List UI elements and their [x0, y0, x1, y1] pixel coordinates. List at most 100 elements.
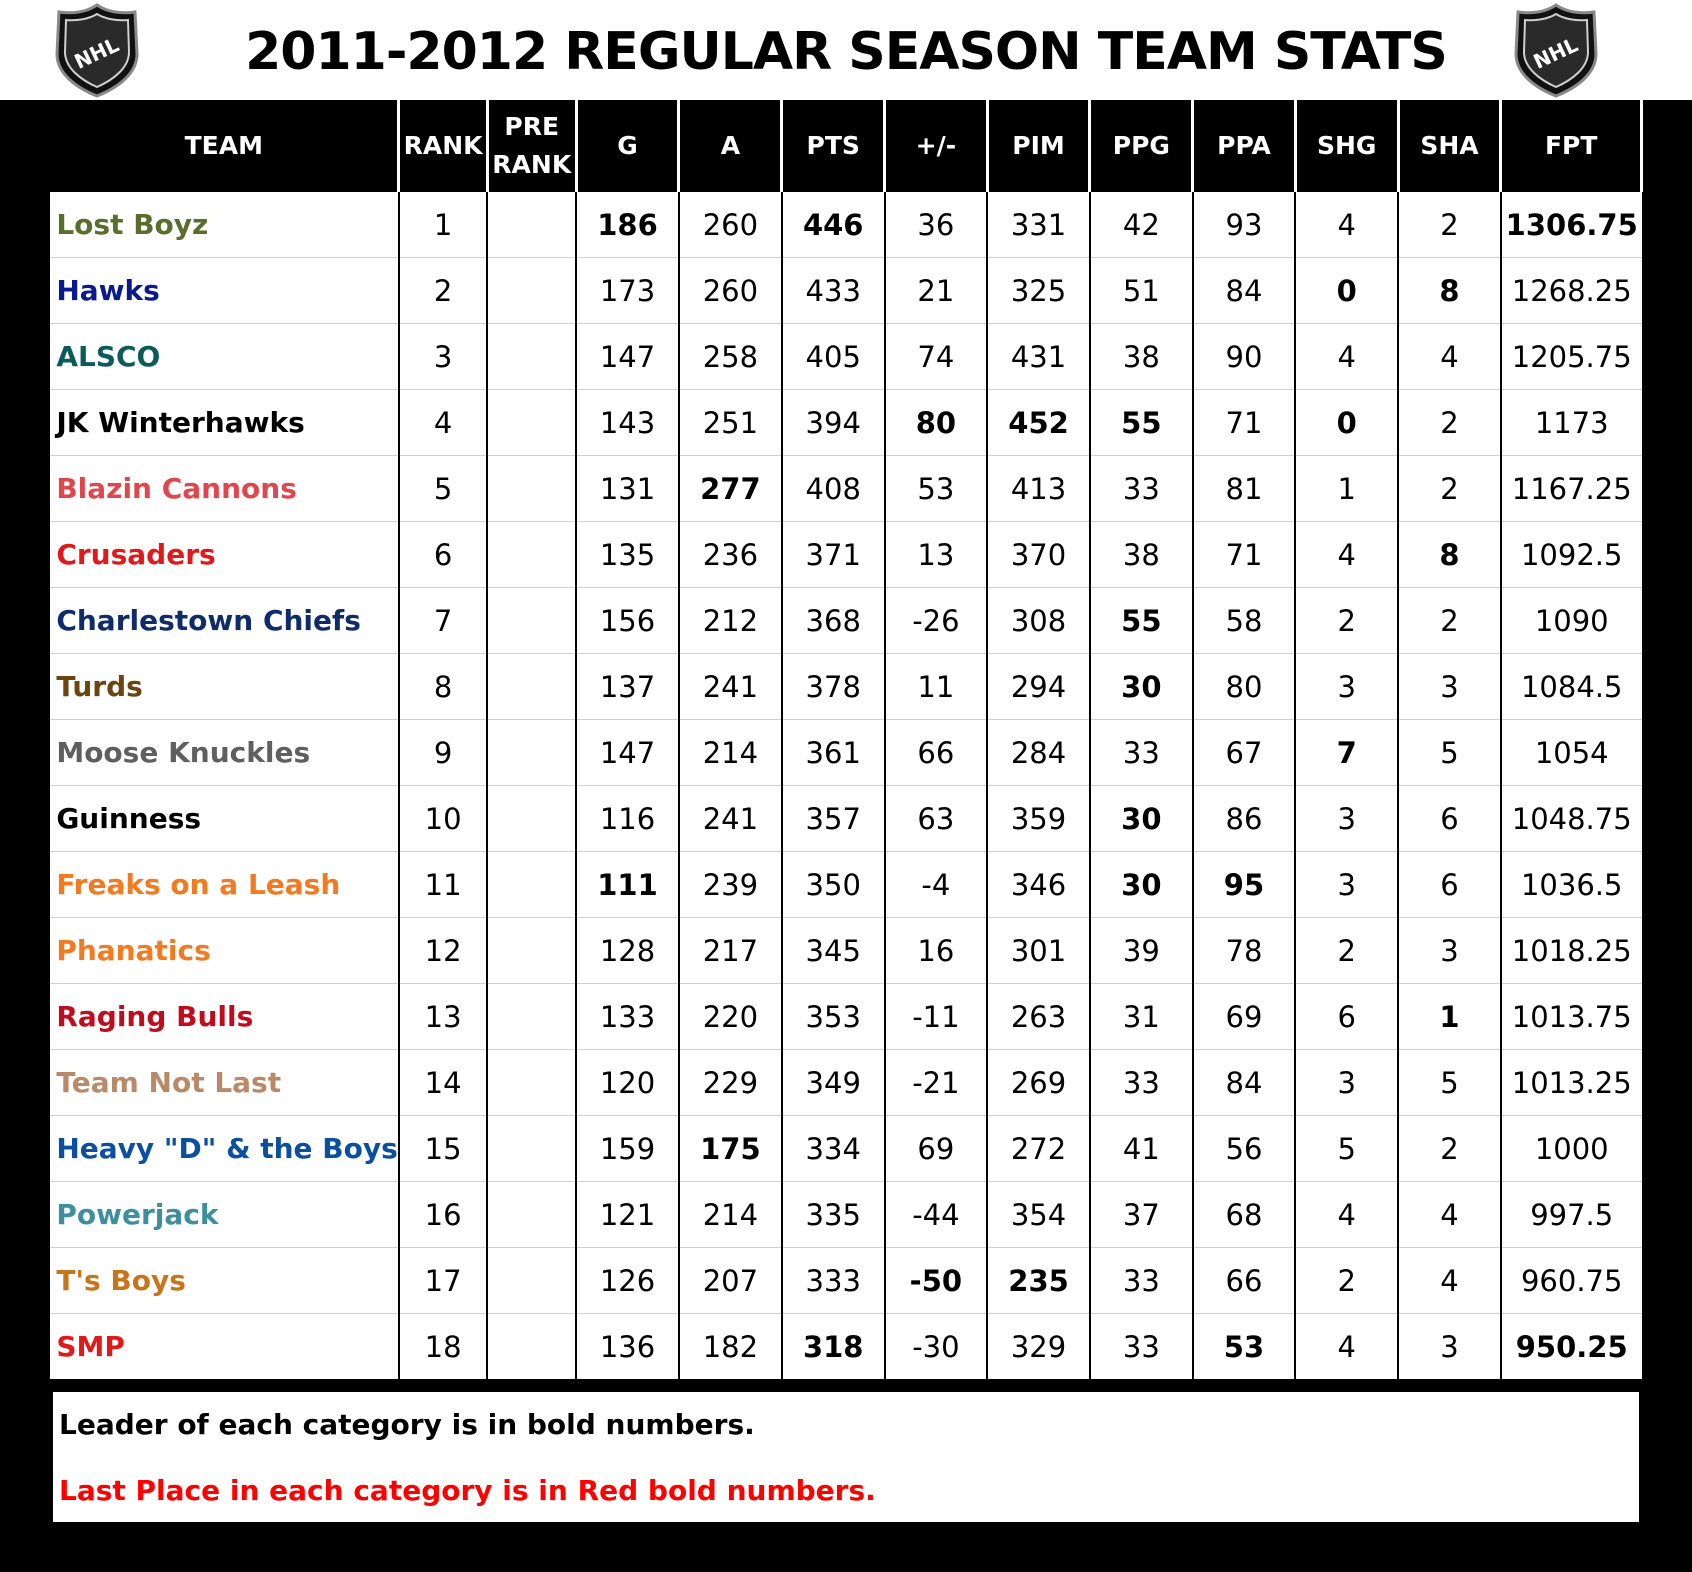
- row-edge: [1641, 785, 1692, 852]
- table-row[interactable]: Raging Bulls 13 133 220 353 -11 263 31 69 6 1 1013.…: [0, 983, 1692, 1050]
- table-row[interactable]: Heavy "D" & the Boys 15 159 175 334 69 272 41 56…: [0, 1115, 1692, 1182]
- plus-minus-cell: -50: [884, 1247, 989, 1314]
- rank-cell: 7: [398, 587, 489, 654]
- row-edge: [0, 917, 51, 984]
- table-row[interactable]: Hawks 2 173 260 433 21 325 51 84 0 8 1268.25: [0, 257, 1692, 324]
- shg-cell: 3: [1295, 851, 1400, 918]
- ppa-cell: 53: [1192, 1313, 1297, 1379]
- row-edge: [1641, 983, 1692, 1050]
- goals-cell: 137: [576, 653, 680, 720]
- table-row[interactable]: Team Not Last 14 120 229 349 -21 269 33 84 3 5 1013…: [0, 1049, 1692, 1116]
- pim-cell: 308: [987, 587, 1091, 654]
- column-header-pts[interactable]: PTS: [781, 100, 887, 192]
- note-last-place: Last Place in each category is in Red bo…: [59, 1474, 876, 1507]
- fpt-cell: 1167.25: [1500, 455, 1642, 522]
- table-row[interactable]: Lost Boyz 1 186 260 446 36 331 42 93 4 2 1306.75: [0, 192, 1692, 258]
- ppa-cell: 81: [1192, 455, 1297, 522]
- sha-cell: 8: [1398, 257, 1502, 324]
- plus-minus-cell: 11: [884, 653, 989, 720]
- table-row[interactable]: Moose Knuckles 9 147 214 361 66 284 33 67 7 5 1054: [0, 719, 1692, 786]
- pre-rank-cell: [487, 323, 578, 390]
- shg-cell: 4: [1295, 192, 1400, 258]
- pre-rank-cell: [487, 719, 578, 786]
- pim-cell: 331: [987, 192, 1091, 258]
- table-row[interactable]: Turds 8 137 241 378 11 294 30 80 3 3 1084.5: [0, 653, 1692, 720]
- plus-minus-cell: -11: [884, 983, 989, 1050]
- sha-cell: 2: [1398, 1115, 1502, 1182]
- shg-cell: 0: [1295, 257, 1400, 324]
- shg-cell: 2: [1295, 1247, 1400, 1314]
- row-edge: [0, 1247, 51, 1314]
- rank-cell: 17: [398, 1247, 489, 1314]
- goals-cell: 147: [576, 323, 680, 390]
- row-edge: [1641, 719, 1692, 786]
- team-name-cell: Blazin Cannons: [50, 455, 400, 522]
- row-edge: [0, 521, 51, 588]
- assists-cell: 214: [678, 719, 783, 786]
- assists-cell: 260: [678, 257, 783, 324]
- pre-rank-cell: [487, 1313, 578, 1379]
- column-header-ppa[interactable]: PPA: [1192, 100, 1297, 192]
- plus-minus-cell: 74: [884, 323, 989, 390]
- row-edge: [0, 1181, 51, 1248]
- shg-cell: 1: [1295, 455, 1400, 522]
- row-edge: [0, 719, 51, 786]
- table-row[interactable]: JK Winterhawks 4 143 251 394 80 452 55 71 0 2 1173: [0, 389, 1692, 456]
- column-header-fpt[interactable]: FPT: [1500, 100, 1644, 192]
- assists-cell: 258: [678, 323, 783, 390]
- points-cell: 333: [781, 1247, 886, 1314]
- table-row[interactable]: Crusaders 6 135 236 371 13 370 38 71 4 8 1092.5: [0, 521, 1692, 588]
- column-header-a[interactable]: A: [678, 100, 784, 192]
- column-header-team[interactable]: TEAM: [50, 100, 401, 192]
- fpt-cell: 1036.5: [1500, 851, 1642, 918]
- ppa-cell: 71: [1192, 389, 1297, 456]
- row-edge: [1641, 1313, 1692, 1379]
- team-name-cell: Turds: [50, 653, 400, 720]
- row-edge: [1641, 1247, 1692, 1314]
- table-row[interactable]: SMP 18 136 182 318 -30 329 33 53 4 3 950.25: [0, 1313, 1692, 1379]
- plus-minus-cell: -44: [884, 1181, 989, 1248]
- points-cell: 345: [781, 917, 886, 984]
- points-cell: 318: [781, 1313, 886, 1379]
- points-cell: 357: [781, 785, 886, 852]
- row-edge: [0, 389, 51, 456]
- fpt-cell: 1054: [1500, 719, 1642, 786]
- pre-rank-cell: [487, 1049, 578, 1116]
- sha-cell: 5: [1398, 1049, 1502, 1116]
- column-header-sha[interactable]: SHA: [1398, 100, 1503, 192]
- table-row[interactable]: Powerjack 16 121 214 335 -44 354 37 68 4 4 997.5: [0, 1181, 1692, 1248]
- legend-notes: Leader of each category is in bold numbe…: [53, 1392, 1639, 1522]
- pre-rank-cell: [487, 389, 578, 456]
- pre-rank-cell: [487, 851, 578, 918]
- shg-cell: 6: [1295, 983, 1400, 1050]
- row-edge: [0, 323, 51, 390]
- column-header-plus-minus[interactable]: +/-: [884, 100, 989, 192]
- ppa-cell: 86: [1192, 785, 1297, 852]
- table-row[interactable]: Phanatics 12 128 217 345 16 301 39 78 2 3 1018.25: [0, 917, 1692, 984]
- table-row[interactable]: Freaks on a Leash 11 111 239 350 -4 346 30 95 3 6 1…: [0, 851, 1692, 918]
- assists-cell: 182: [678, 1313, 783, 1379]
- column-header-rank[interactable]: RANK: [398, 100, 489, 192]
- team-name-cell: Crusaders: [50, 521, 400, 588]
- row-edge: [1641, 1115, 1692, 1182]
- goals-cell: 159: [576, 1115, 680, 1182]
- column-header-g[interactable]: G: [576, 100, 681, 192]
- table-row[interactable]: T's Boys 17 126 207 333 -50 235 33 66 2 4 960.75: [0, 1247, 1692, 1314]
- column-header-pim[interactable]: PIM: [987, 100, 1092, 192]
- team-name-cell: Guinness: [50, 785, 400, 852]
- assists-cell: 229: [678, 1049, 783, 1116]
- pre-rank-cell: [487, 455, 578, 522]
- column-header-pre-rank[interactable]: PRE RANK: [487, 100, 578, 192]
- assists-cell: 220: [678, 983, 783, 1050]
- column-header-shg[interactable]: SHG: [1295, 100, 1400, 192]
- shg-cell: 4: [1295, 1313, 1400, 1379]
- column-header-ppg[interactable]: PPG: [1089, 100, 1195, 192]
- table-row[interactable]: Guinness 10 116 241 357 63 359 30 86 3 6 1048.75: [0, 785, 1692, 852]
- table-row[interactable]: Charlestown Chiefs 7 156 212 368 -26 308 55 58 2 2…: [0, 587, 1692, 654]
- sha-cell: 4: [1398, 1247, 1502, 1314]
- table-row[interactable]: Blazin Cannons 5 131 277 408 53 413 33 81 1 2 1167.…: [0, 455, 1692, 522]
- sha-cell: 4: [1398, 323, 1502, 390]
- table-row[interactable]: ALSCO 3 147 258 405 74 431 38 90 4 4 1205.75: [0, 323, 1692, 390]
- sha-cell: 6: [1398, 851, 1502, 918]
